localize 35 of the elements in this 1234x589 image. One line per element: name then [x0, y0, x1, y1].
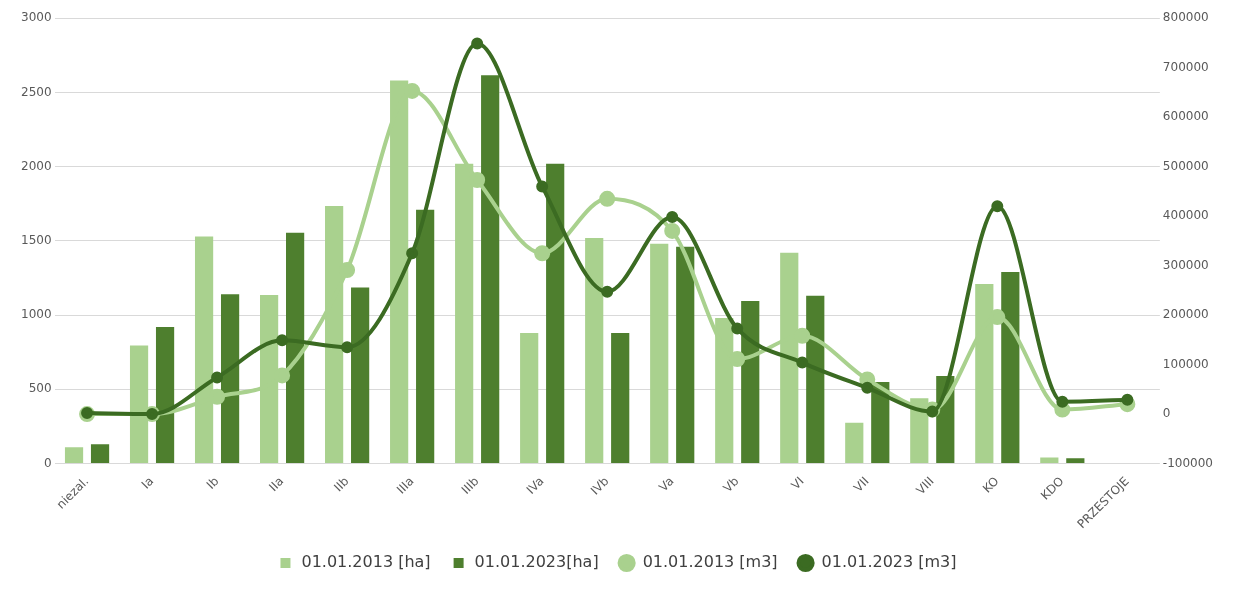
- x-tick-label: VII: [850, 474, 872, 495]
- legend-label: 01.01.2023[ha]: [474, 552, 599, 572]
- x-tick-label: KO: [979, 474, 1002, 496]
- x-tick-label: IVb: [587, 474, 612, 498]
- x-tick-label: Vb: [720, 474, 742, 496]
- x-tick-label: VI: [788, 474, 807, 493]
- x-tick-label: IIa: [266, 474, 287, 495]
- x-tick-label: IIIb: [458, 474, 482, 497]
- y-tick-label: 3000: [20, 10, 52, 25]
- y2-tick-label: 600000: [1162, 109, 1209, 124]
- y-tick-label: 500: [28, 381, 52, 396]
- x-tick-label: Ia: [138, 474, 157, 492]
- y-tick-label: 1500: [20, 232, 52, 247]
- legend-label: 01.01.2023 [m3]: [821, 552, 957, 572]
- y2-tick-label: 800000: [1162, 10, 1209, 25]
- x-tick-label: Va: [656, 474, 677, 495]
- y-tick-label: 2000: [20, 158, 52, 173]
- y2-tick-label: 700000: [1162, 59, 1209, 74]
- y2-tick-label: 500000: [1162, 158, 1209, 173]
- y2-tick-label: 100000: [1162, 356, 1209, 371]
- x-tick-label: IIIa: [393, 474, 417, 497]
- y-tick-label: 1000: [20, 307, 52, 322]
- legend-label: 01.01.2013 [m3]: [642, 552, 778, 572]
- y2-tick-label: 300000: [1162, 257, 1209, 272]
- x-tick-label: Ib: [203, 474, 222, 492]
- legend-label: 01.01.2013 [ha]: [301, 552, 431, 572]
- y2-tick-label: 200000: [1162, 307, 1209, 322]
- y2-tick-label: 0: [1162, 406, 1171, 421]
- y2-tick-label: -100000: [1162, 455, 1213, 470]
- y2-tick-label: 400000: [1162, 208, 1209, 223]
- y-tick-label: 0: [43, 455, 52, 470]
- x-tick-label: IIb: [331, 474, 352, 495]
- x-tick-label: VIII: [913, 474, 937, 498]
- x-tick-label: IVa: [523, 474, 547, 497]
- y-tick-label: 2500: [20, 84, 52, 99]
